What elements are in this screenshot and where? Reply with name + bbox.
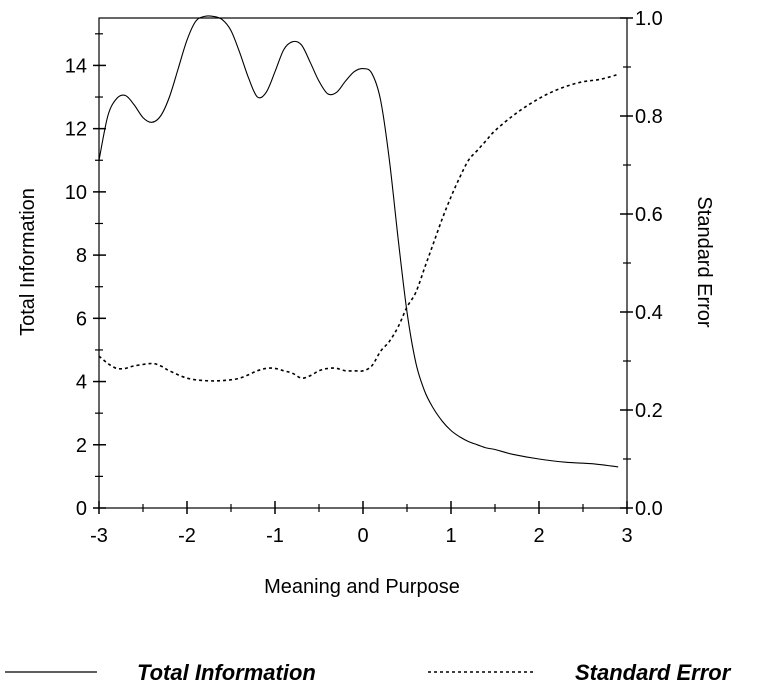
plot-area [98,17,628,509]
y-right-tick-label: 0.4 [635,302,663,324]
y-right-tick-label: 0.0 [635,498,663,520]
legend: Total Information Standard Error [5,660,732,685]
y-left-tick-label: 4 [76,372,87,394]
series-line-total-information [98,15,619,468]
y-right-tick-label: 1.0 [635,8,663,30]
legend-label-total-information: Total Information [137,660,316,685]
legend-label-standard-error: Standard Error [575,660,732,685]
y-right-tick-label: 0.8 [635,106,663,128]
y-left-tick-label: 12 [65,119,87,141]
x-tick-label: 3 [621,525,632,547]
x-tick-label: -2 [178,525,196,547]
x-tick-label: 2 [533,525,544,547]
x-tick-label: 1 [445,525,456,547]
y-left-tick-label: 10 [65,182,87,204]
y-left-tick-label: 0 [76,498,87,520]
x-tick-label: -3 [90,525,108,547]
x-axis-title: Meaning and Purpose [264,576,460,598]
y-right-tick-label: 0.6 [635,204,663,226]
y-left-tick-label: 6 [76,308,87,330]
x-tick-label: 0 [357,525,368,547]
y-left-tick-label: 8 [76,245,87,267]
y-axis-title-left: Total Information [17,188,39,336]
axis-ticks [93,17,633,514]
series-lines [98,15,619,468]
y-left-tick-label: 14 [65,55,87,77]
y-right-tick-label: 0.2 [635,400,663,422]
y-axis-title-right: Standard Error [693,196,715,328]
x-tick-label: -1 [266,525,284,547]
y-left-tick-label: 2 [76,435,87,457]
series-line-standard-error [98,73,619,382]
